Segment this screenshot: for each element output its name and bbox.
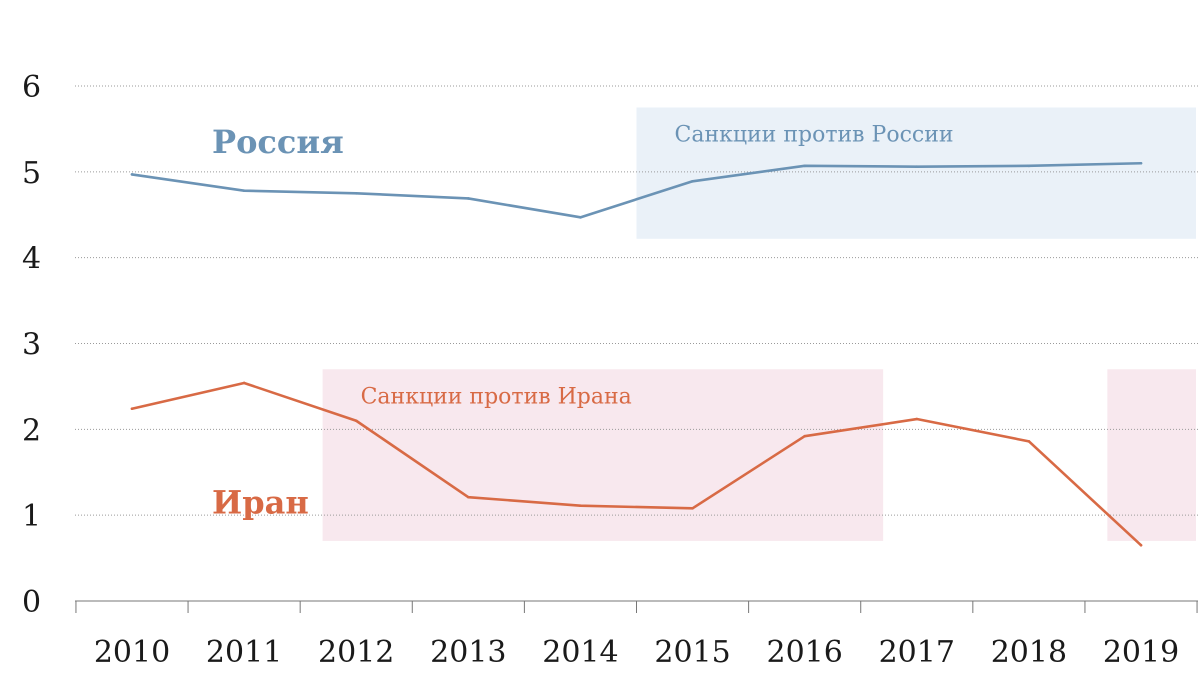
data-point <box>1139 543 1143 547</box>
sanction-band-1 <box>322 369 884 541</box>
sanction-band-label-1: Санкции против Ирана <box>361 384 632 409</box>
sanction-bands: Санкции против России Санкции против Иран… <box>322 107 1196 541</box>
y-tick-label: 4 <box>22 242 41 277</box>
y-tick-label: 0 <box>22 585 41 620</box>
x-tick-label: 2013 <box>430 635 506 670</box>
sanction-band-label-0: Санкции против России <box>675 122 954 147</box>
x-tick-label: 2012 <box>318 635 394 670</box>
data-point <box>803 164 806 168</box>
x-tick-label: 2014 <box>542 635 618 670</box>
y-axis: 0 1 2 3 4 5 6 <box>22 70 41 620</box>
series-lines <box>130 161 1143 547</box>
data-point <box>915 417 919 421</box>
data-point <box>467 495 470 499</box>
x-tick-label: 2010 <box>94 635 170 670</box>
data-point <box>579 504 582 508</box>
x-axis: 2010 2011 2012 2013 2014 2015 2016 2017 2018 2019 <box>75 600 1198 670</box>
x-tick-label: 2011 <box>206 635 282 670</box>
data-point <box>354 191 358 195</box>
x-tick-label: 2015 <box>654 635 730 670</box>
y-tick-label: 6 <box>22 70 41 105</box>
y-tick-label: 5 <box>22 156 41 191</box>
series-label-1: Иран <box>212 483 309 521</box>
series-labels: Россия Иран <box>212 123 344 522</box>
y-tick-label: 3 <box>22 328 41 363</box>
x-tick-label: 2019 <box>1103 635 1179 670</box>
y-tick-label: 1 <box>22 499 41 534</box>
gridlines <box>75 85 1198 516</box>
data-point <box>691 507 694 510</box>
data-point <box>1027 164 1031 168</box>
data-point <box>691 179 694 183</box>
series-line-1 <box>130 381 1143 547</box>
series-line-0 <box>130 161 1143 219</box>
sanction-band-2 <box>1107 369 1196 541</box>
data-point <box>915 165 919 168</box>
data-point <box>130 173 134 176</box>
data-point <box>130 407 134 411</box>
data-point <box>467 197 470 200</box>
data-point <box>354 419 358 423</box>
data-point <box>242 189 246 193</box>
x-tick-label: 2016 <box>766 635 842 670</box>
sanction-band-0 <box>636 107 1196 239</box>
data-point <box>242 381 246 385</box>
x-tick-label: 2017 <box>879 635 955 670</box>
y-tick-label: 2 <box>22 413 41 448</box>
data-point <box>1139 161 1143 165</box>
x-tick-label: 2018 <box>991 635 1067 670</box>
data-point <box>579 216 582 219</box>
data-point <box>1027 440 1031 443</box>
data-point <box>803 434 806 438</box>
series-label-0: Россия <box>212 123 344 161</box>
